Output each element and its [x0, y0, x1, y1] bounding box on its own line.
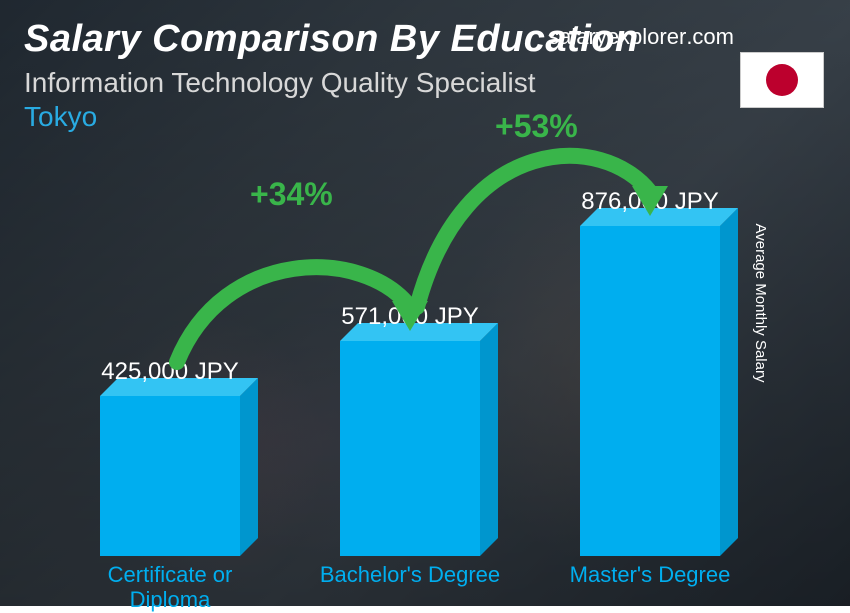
job-title: Information Technology Quality Specialis…: [24, 67, 826, 99]
increase-pct-label: +34%: [250, 176, 333, 213]
country-flag-japan: [740, 52, 824, 108]
site-tld: .com: [686, 24, 734, 49]
bar-chart: 425,000 JPYCertificate or Diploma571,000…: [0, 166, 850, 606]
site-name: salaryexplorer: [548, 24, 686, 49]
bar-cert: 425,000 JPYCertificate or Diploma: [100, 396, 240, 556]
bar-category-label: Master's Degree: [550, 562, 750, 587]
infographic-canvas: Salary Comparison By Education Informati…: [0, 0, 850, 606]
bar-category-label: Certificate or Diploma: [70, 562, 270, 613]
flag-disc: [766, 64, 798, 96]
bar-column: [100, 378, 258, 556]
increase-pct-label: +53%: [495, 108, 578, 145]
site-watermark: salaryexplorer.com: [548, 24, 734, 50]
bar-category-label: Bachelor's Degree: [310, 562, 510, 587]
